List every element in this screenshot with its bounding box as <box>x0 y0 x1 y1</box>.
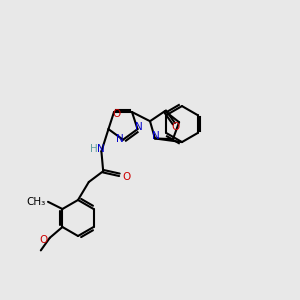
Text: H: H <box>89 144 97 154</box>
Text: O: O <box>172 122 180 132</box>
Text: N: N <box>116 134 124 144</box>
Text: N: N <box>152 131 160 142</box>
Text: CH₃: CH₃ <box>27 197 46 207</box>
Text: N: N <box>135 122 142 132</box>
Text: N: N <box>97 144 104 154</box>
Text: O: O <box>40 235 48 245</box>
Text: O: O <box>122 172 131 182</box>
Text: O: O <box>112 109 120 119</box>
